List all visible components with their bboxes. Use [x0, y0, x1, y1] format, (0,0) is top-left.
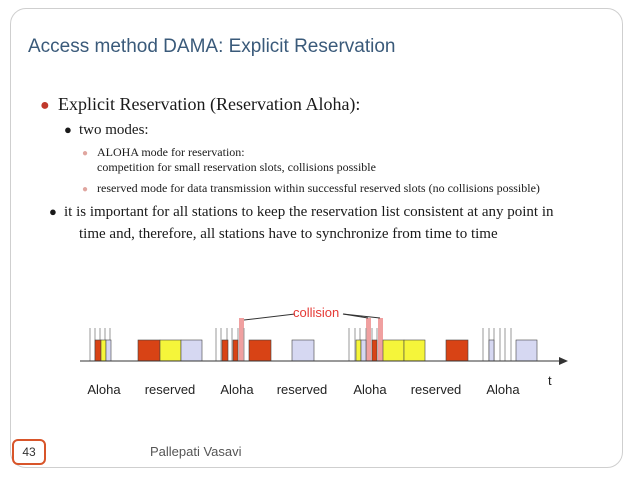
time-axis-label: t [548, 373, 552, 388]
phase-label-aloha: Aloha [220, 382, 254, 397]
slot-red [232, 339, 239, 362]
collision-marker [366, 318, 371, 361]
bullet-reserved-mode: ● reserved mode for data transmission wit… [82, 181, 540, 196]
bullet-explicit-reservation: ● Explicit Reservation (Reservation Aloha… [40, 94, 360, 115]
collision-marker [378, 318, 383, 361]
phase-label-reserved: reserved [411, 382, 462, 397]
collision-markers [239, 318, 383, 361]
bullet-synchronize-continued: time and, therefore, all stations have t… [79, 226, 498, 242]
bullet-marker-icon: ● [64, 122, 72, 137]
collision-pointer [243, 313, 296, 321]
bullet-text: two modes: [79, 122, 149, 138]
bullet-aloha-mode-continued: competition for small reservation slots,… [97, 160, 376, 174]
phase-label-reserved: reserved [145, 382, 196, 397]
slot-yellow [159, 339, 182, 362]
slot-lavender [488, 339, 495, 362]
bullet-marker-icon: ● [82, 184, 89, 195]
bullet-text: Explicit Reservation (Reservation Aloha)… [58, 94, 361, 114]
slot-red [94, 339, 102, 362]
slot-yellow [403, 339, 426, 362]
bullet-text: ALOHA mode for reservation: [97, 145, 245, 159]
slot-red [248, 339, 272, 362]
slot-yellow [382, 339, 405, 362]
phase-label-aloha: Aloha [353, 382, 387, 397]
bullet-marker-icon: ● [82, 148, 89, 159]
time-axis-arrow-icon [559, 357, 568, 365]
slot-red [221, 339, 229, 362]
phase-label-aloha: Aloha [87, 382, 121, 397]
collision-label: collision [293, 305, 339, 320]
slot-lavender [515, 339, 538, 362]
bullet-aloha-mode: ● ALOHA mode for reservation: [82, 145, 245, 160]
slot-red [371, 339, 378, 362]
slot-lavender [180, 339, 203, 362]
phase-label-aloha: Aloha [486, 382, 520, 397]
bullet-two-modes: ● two modes: [64, 122, 149, 139]
slot-yellow [100, 339, 107, 362]
bullet-synchronize: ● it is important for all stations to kee… [49, 204, 554, 221]
slot-lavender [360, 339, 367, 362]
phase-label-reserved: reserved [277, 382, 328, 397]
page-number: 43 [12, 439, 46, 465]
slot-lavender [105, 339, 112, 362]
slot-yellow [355, 339, 362, 362]
footer-author: Pallepati Vasavi [150, 444, 242, 459]
bullet-marker-icon: ● [40, 97, 50, 114]
slot-lavender [291, 339, 315, 362]
bullet-text: reserved mode for data transmission with… [97, 181, 540, 195]
collision-pointer [342, 313, 381, 319]
bullet-text: it is important for all stations to keep… [64, 204, 554, 220]
slot-red [445, 339, 469, 362]
bullet-marker-icon: ● [49, 204, 57, 219]
collision-marker [239, 318, 244, 361]
slide-frame [10, 8, 623, 468]
slot-red [137, 339, 161, 362]
slide-title: Access method DAMA: Explicit Reservation [28, 36, 396, 57]
